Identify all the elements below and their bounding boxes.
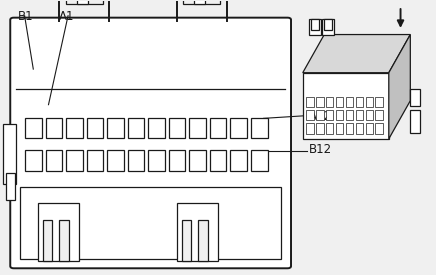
Bar bbox=[59, 220, 69, 261]
Bar bbox=[316, 97, 324, 107]
Bar bbox=[324, 20, 332, 31]
Bar bbox=[25, 118, 41, 138]
Bar bbox=[169, 150, 185, 171]
Bar bbox=[77, 0, 88, 4]
Bar bbox=[198, 220, 208, 261]
Bar bbox=[306, 97, 313, 107]
Bar bbox=[316, 123, 324, 134]
Bar bbox=[306, 123, 313, 134]
Bar bbox=[37, 203, 79, 261]
Bar bbox=[210, 150, 226, 171]
Bar bbox=[336, 97, 343, 107]
Bar bbox=[356, 123, 363, 134]
Bar bbox=[46, 150, 62, 171]
Bar bbox=[66, 150, 83, 171]
Bar bbox=[6, 173, 15, 200]
Bar bbox=[194, 0, 205, 4]
Bar bbox=[410, 89, 420, 106]
Bar bbox=[316, 110, 324, 120]
Bar bbox=[231, 150, 247, 171]
Polygon shape bbox=[389, 35, 410, 139]
Bar bbox=[356, 97, 363, 107]
Text: B1: B1 bbox=[18, 10, 34, 23]
Bar bbox=[303, 73, 389, 139]
Bar bbox=[46, 118, 62, 138]
Bar bbox=[309, 20, 321, 35]
Bar bbox=[346, 97, 353, 107]
Bar bbox=[66, 118, 83, 138]
Bar bbox=[306, 110, 313, 120]
FancyBboxPatch shape bbox=[10, 18, 291, 268]
Bar bbox=[251, 118, 268, 138]
Bar bbox=[128, 150, 144, 171]
Bar bbox=[210, 118, 226, 138]
Bar bbox=[182, 220, 191, 261]
Bar bbox=[87, 150, 103, 171]
Bar bbox=[346, 123, 353, 134]
Bar bbox=[189, 150, 206, 171]
Bar bbox=[365, 110, 373, 120]
Text: A12: A12 bbox=[309, 111, 332, 123]
Bar bbox=[326, 97, 334, 107]
Bar bbox=[177, 203, 218, 261]
Bar bbox=[336, 123, 343, 134]
Bar bbox=[410, 110, 420, 133]
Bar bbox=[43, 220, 52, 261]
Bar bbox=[231, 118, 247, 138]
Bar bbox=[66, 0, 103, 4]
Text: B12: B12 bbox=[309, 143, 332, 156]
Bar bbox=[375, 123, 383, 134]
Bar bbox=[326, 110, 334, 120]
Bar bbox=[375, 97, 383, 107]
Bar bbox=[87, 118, 103, 138]
Bar bbox=[251, 150, 268, 171]
Bar bbox=[148, 118, 165, 138]
Bar bbox=[311, 20, 319, 31]
Text: A1: A1 bbox=[59, 10, 75, 23]
Bar bbox=[107, 118, 124, 138]
Polygon shape bbox=[303, 35, 410, 73]
Bar bbox=[128, 118, 144, 138]
Bar bbox=[189, 118, 206, 138]
Bar bbox=[3, 124, 16, 184]
Bar bbox=[375, 110, 383, 120]
Bar bbox=[356, 110, 363, 120]
Bar bbox=[183, 0, 220, 4]
Bar bbox=[365, 123, 373, 134]
Bar bbox=[20, 188, 281, 259]
Bar bbox=[25, 150, 41, 171]
Bar bbox=[107, 150, 124, 171]
Bar bbox=[169, 118, 185, 138]
Bar bbox=[365, 97, 373, 107]
Bar bbox=[326, 123, 334, 134]
Bar bbox=[346, 110, 353, 120]
Bar bbox=[322, 20, 334, 35]
Bar bbox=[336, 110, 343, 120]
Bar bbox=[148, 150, 165, 171]
